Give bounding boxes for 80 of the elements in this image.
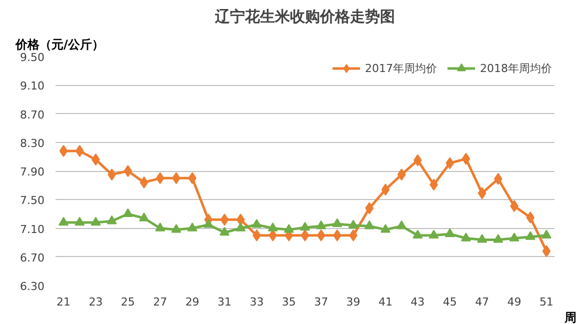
x-tick-label: 31	[218, 296, 232, 308]
x-tick-label: 39	[346, 296, 360, 308]
point	[155, 222, 166, 232]
point	[156, 172, 164, 184]
point	[140, 176, 148, 188]
point	[316, 229, 326, 242]
x-tick-label: 43	[410, 296, 425, 308]
point	[106, 215, 117, 224]
point	[316, 220, 326, 230]
y-tick-label: 9.50	[20, 51, 45, 64]
x-tick-label: 47	[475, 296, 490, 308]
chart-title: 辽宁花生米收购价格走势图	[214, 8, 395, 26]
point	[139, 212, 150, 222]
point	[187, 222, 198, 232]
point	[365, 202, 374, 214]
point	[541, 230, 552, 239]
x-tick-label: 23	[88, 296, 103, 308]
point	[526, 212, 535, 224]
point	[122, 208, 133, 218]
point	[364, 220, 374, 230]
x-tick-label: 49	[507, 296, 522, 308]
legend-label: 2017年周均价	[365, 60, 437, 76]
x-axis-title: 周	[564, 310, 576, 324]
point	[171, 224, 182, 233]
point	[220, 214, 229, 226]
point	[348, 220, 358, 228]
point	[332, 218, 342, 228]
y-tick-label: 7.50	[20, 194, 45, 208]
y-tick-label: 6.70	[20, 251, 45, 264]
point	[252, 218, 262, 228]
y-tick-label: 7.90	[20, 166, 45, 178]
y-tick-label: 9.10	[20, 80, 45, 93]
y-tick-label: 8.30	[20, 136, 45, 150]
y-axis-title: 价格（元/公斤）	[14, 38, 104, 52]
point	[542, 245, 551, 258]
x-tick-label: 35	[282, 296, 296, 308]
point	[494, 172, 502, 185]
y-tick-label: 8.70	[20, 108, 45, 122]
x-tick-label: 41	[378, 296, 392, 308]
point	[90, 216, 101, 226]
x-tick-label: 27	[153, 296, 168, 308]
point	[300, 222, 310, 231]
point	[509, 232, 520, 242]
point	[220, 226, 230, 236]
point	[525, 231, 536, 240]
point	[108, 168, 116, 181]
x-tick-label: 37	[314, 296, 328, 308]
legend-label: 2018年周均价	[480, 60, 552, 76]
x-tick-label: 33	[250, 296, 264, 308]
point	[412, 230, 423, 239]
point	[59, 144, 68, 157]
point	[397, 168, 406, 181]
point	[284, 224, 294, 233]
x-tick-label: 29	[185, 296, 200, 308]
point	[493, 234, 504, 243]
point	[75, 144, 84, 157]
point	[300, 229, 310, 242]
point	[268, 222, 278, 232]
point	[74, 216, 85, 226]
y-tick-label: 7.10	[20, 222, 45, 236]
point	[396, 220, 407, 230]
point	[236, 214, 245, 226]
point	[462, 152, 470, 165]
point	[444, 228, 455, 238]
point	[477, 234, 488, 243]
point	[236, 222, 246, 232]
point	[124, 165, 132, 177]
y-tick-label: 6.30	[20, 280, 45, 293]
point	[446, 157, 454, 170]
point	[380, 224, 390, 233]
point	[381, 184, 390, 196]
point	[58, 216, 69, 226]
point	[203, 218, 214, 228]
x-tick-label: 21	[56, 296, 71, 308]
x-tick-label: 45	[442, 296, 457, 308]
point	[428, 230, 439, 239]
point	[478, 187, 486, 200]
x-tick-label: 25	[120, 296, 135, 308]
x-tick-label: 51	[539, 296, 554, 308]
point	[460, 232, 471, 242]
